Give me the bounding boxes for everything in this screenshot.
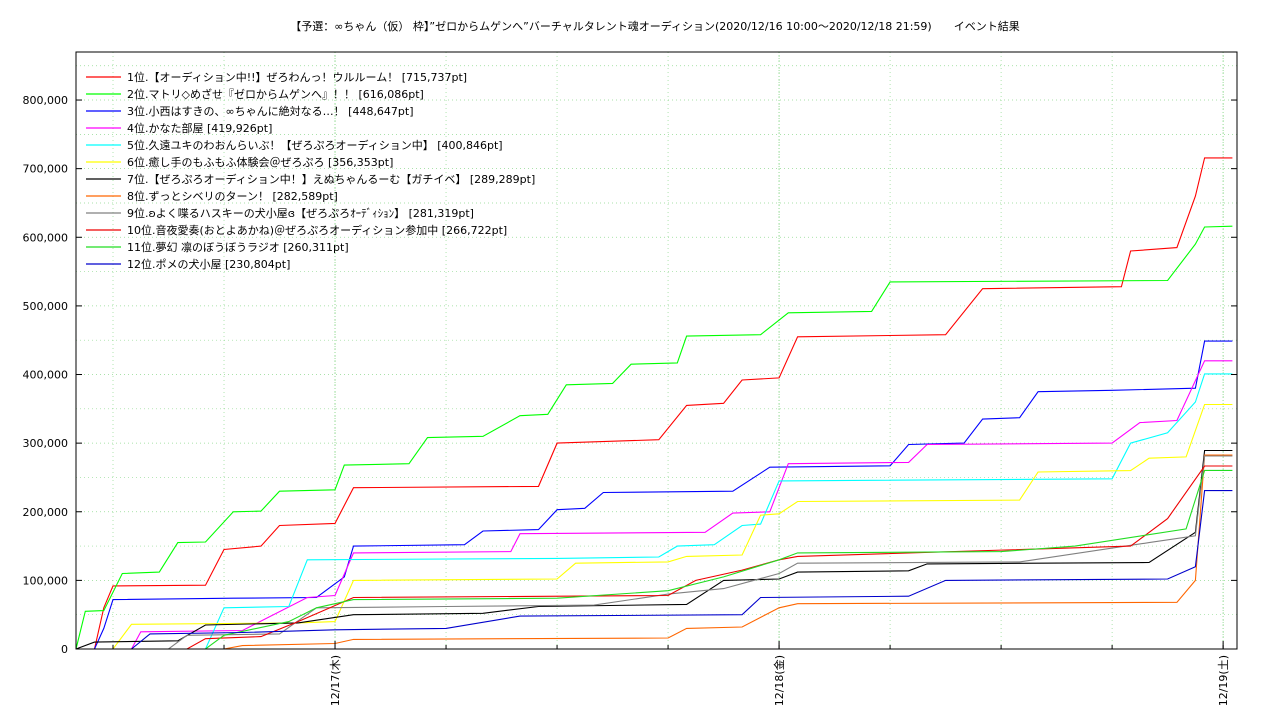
y-tick-label: 500,000: [23, 300, 69, 313]
legend-label: 9位.ʚよく喋るハスキーの犬小屋ɞ【ぜろぷろｵｰﾃﾞｨｼｮﾝ】 [281,319…: [127, 206, 474, 220]
y-tick-label: 700,000: [23, 163, 69, 176]
legend-label: 8位.ずっとシベリのターン！ [282,589pt]: [127, 189, 338, 203]
y-tick-label: 200,000: [23, 506, 69, 519]
series-layer: [75, 157, 1233, 650]
y-tick-label: 0: [61, 643, 68, 656]
x-tick-label: 12/17(木): [329, 655, 342, 706]
legend-label: 4位.かなた部屋 [419,926pt]: [127, 121, 272, 135]
legend-label: 10位.音夜愛奏(おとよあかね)＠ぜろぷろオーディション参加中 [266,722…: [127, 223, 507, 237]
series-line-4: [76, 360, 1233, 650]
legend-label: 3位.小西はすきの、∞ちゃんに絶対なる…！ [448,647pt]: [127, 104, 414, 118]
series-line-8: [76, 454, 1233, 650]
x-tick-label: 12/18(金): [772, 655, 786, 706]
legend-label: 11位.夢幻 凛のぼうぼうラジオ [260,311pt]: [127, 240, 349, 254]
legend-label: 2位.マトリ◇めざせ『ゼロからムゲンへ』！！ [616,086pt]: [127, 87, 424, 101]
chart-title: 【予選：∞ちゃん（仮） 枠】”ゼロからムゲンへ”バーチャルタレント魂オーディショ…: [290, 19, 1019, 33]
series-line-2: [75, 225, 1233, 650]
legend: 1位.【オーディション中!!】ぜろわんっ！ウルルーム！ [715,737pt] 2…: [86, 70, 535, 271]
series-line-9: [76, 455, 1233, 650]
series-line-1: [76, 157, 1233, 650]
y-axis: 0 100,000 200,000 300,000 400,000 500,000 600,…: [23, 94, 1237, 656]
grid: [76, 52, 1237, 649]
series-line-7: [75, 449, 1233, 650]
series-line-10: [76, 465, 1233, 650]
plot-frame: [75, 51, 1238, 650]
y-tick-label: 400,000: [23, 369, 69, 382]
series-line-3: [76, 340, 1233, 650]
series-line-5: [76, 373, 1233, 650]
x-axis: 12/17(木) 12/18(金) 12/19(土): [112, 641, 1230, 706]
y-tick-label: 600,000: [23, 231, 69, 244]
legend-label: 1位.【オーディション中!!】ぜろわんっ！ウルルーム！ [715,737pt]: [127, 70, 467, 84]
series-line-11: [76, 469, 1233, 650]
legend-label: 12位.ポメの犬小屋 [230,804pt]: [127, 257, 290, 271]
series-line-12: [76, 490, 1233, 650]
y-tick-label: 800,000: [23, 94, 69, 107]
x-tick-label: 12/19(土): [1217, 655, 1230, 706]
legend-label: 5位.久遠ユキのわおんらいぶ！【ぜろぷろオーディション中】 [400,846pt…: [127, 138, 503, 152]
series-line-6: [76, 403, 1233, 650]
y-tick-label: 300,000: [23, 437, 69, 450]
legend-label: 6位.癒し手のもふもふ体験会＠ぜろぷろ [356,353pt]: [127, 155, 393, 169]
y-tick-label: 100,000: [23, 574, 69, 587]
legend-label: 7位.【ぜろぷろオーディション中！】えぬちゃんるーむ【ガチイベ】 [289,28…: [127, 172, 535, 186]
